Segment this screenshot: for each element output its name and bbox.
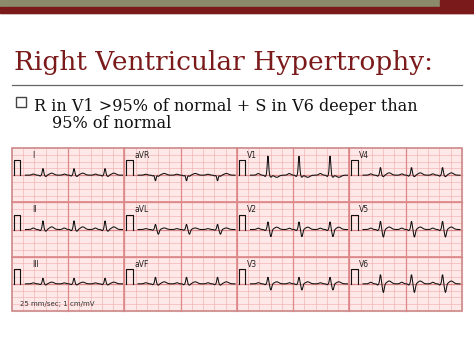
Text: aVR: aVR (134, 151, 150, 160)
Text: V5: V5 (359, 205, 370, 214)
Bar (0, 0, 440, 13)
Text: aVL: aVL (134, 205, 149, 214)
Text: Right Ventricular Hypertrophy:: Right Ventricular Hypertrophy: (14, 50, 433, 75)
Bar (0, 7, 474, 13)
Text: aVF: aVF (134, 260, 149, 269)
Text: III: III (32, 260, 38, 269)
Text: V3: V3 (247, 260, 257, 269)
Text: V4: V4 (359, 151, 370, 160)
Text: I: I (32, 151, 34, 160)
Bar (12, 148, 462, 311)
Bar (12, 148, 462, 311)
Text: R in V1 >95% of normal + S in V6 deeper than: R in V1 >95% of normal + S in V6 deeper … (34, 98, 418, 115)
Text: 95% of normal: 95% of normal (52, 115, 172, 132)
Text: V1: V1 (247, 151, 257, 160)
Text: V6: V6 (359, 260, 370, 269)
Bar (440, 0, 474, 13)
Bar (16, 97, 26, 107)
Text: II: II (32, 205, 36, 214)
Text: V2: V2 (247, 205, 257, 214)
Text: 25 mm/sec; 1 cm/mV: 25 mm/sec; 1 cm/mV (20, 301, 94, 307)
